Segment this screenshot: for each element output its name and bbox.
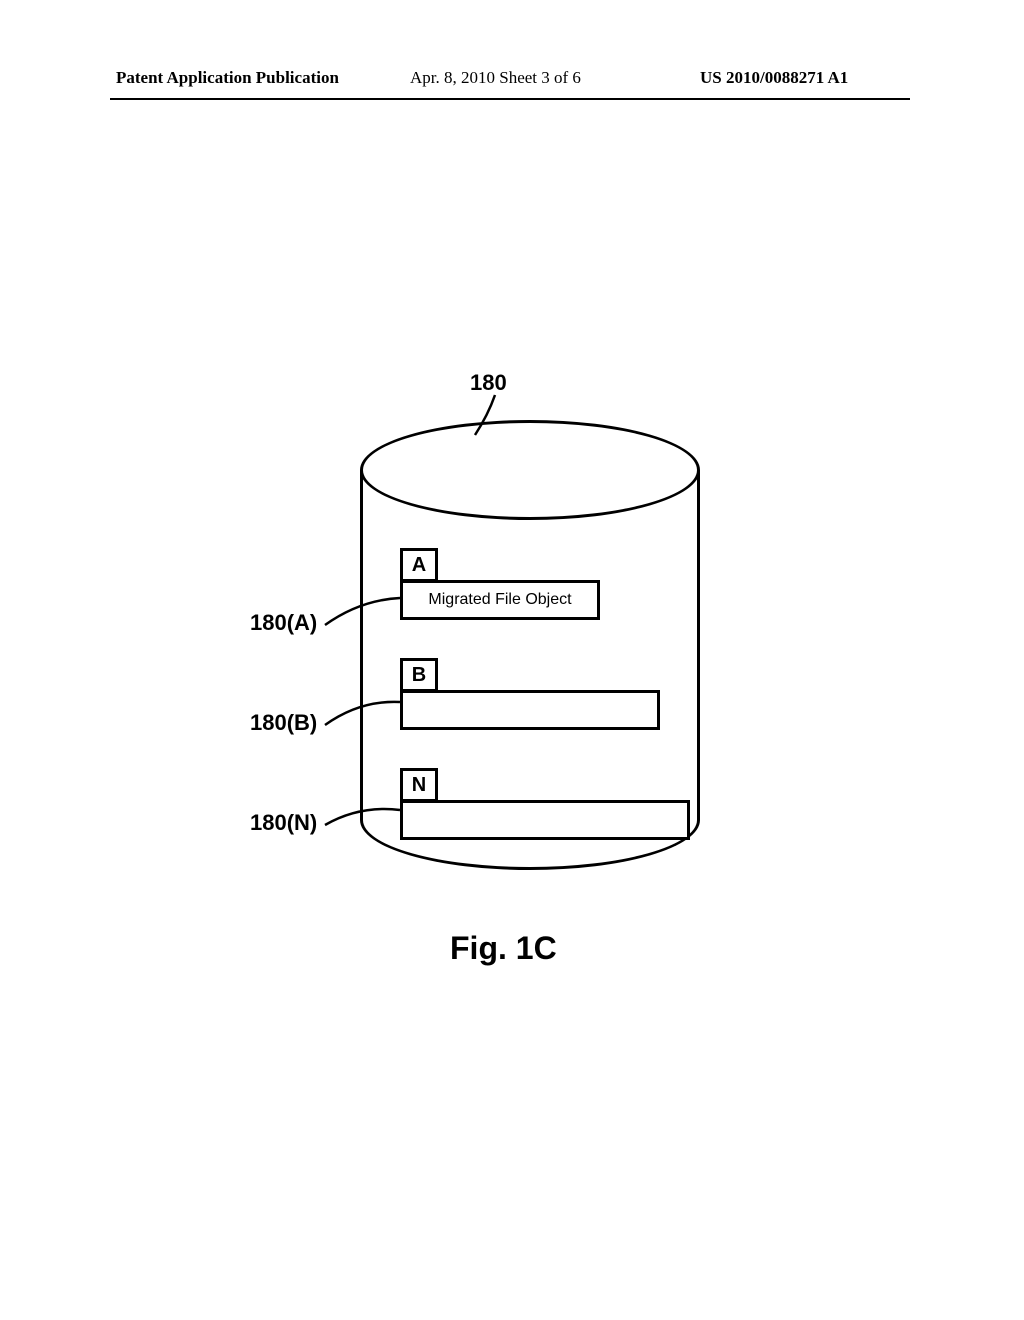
figure-1c: 180 Migrated File Object A B	[250, 380, 770, 1000]
page-header: Patent Application Publication Apr. 8, 2…	[0, 68, 1024, 98]
header-right: US 2010/0088271 A1	[700, 68, 848, 88]
header-left: Patent Application Publication	[116, 68, 339, 88]
file-object-b-tag: B	[400, 658, 438, 692]
ref-180n: 180(N)	[250, 810, 317, 836]
figure-caption: Fig. 1C	[450, 930, 557, 967]
file-object-a: Migrated File Object A	[400, 570, 680, 640]
ref-180b: 180(B)	[250, 710, 317, 736]
header-rule	[110, 98, 910, 100]
file-object-n: N	[400, 790, 680, 860]
file-object-n-box	[400, 800, 690, 840]
file-object-a-tag: A	[400, 548, 438, 582]
cylinder-top	[360, 420, 700, 520]
header-center: Apr. 8, 2010 Sheet 3 of 6	[410, 68, 581, 88]
file-object-n-tag: N	[400, 768, 438, 802]
file-object-b: B	[400, 680, 680, 750]
patent-page: Patent Application Publication Apr. 8, 2…	[0, 0, 1024, 1320]
file-object-b-box	[400, 690, 660, 730]
ref-cylinder: 180	[470, 370, 507, 396]
file-object-a-box: Migrated File Object	[400, 580, 600, 620]
ref-180a: 180(A)	[250, 610, 317, 636]
